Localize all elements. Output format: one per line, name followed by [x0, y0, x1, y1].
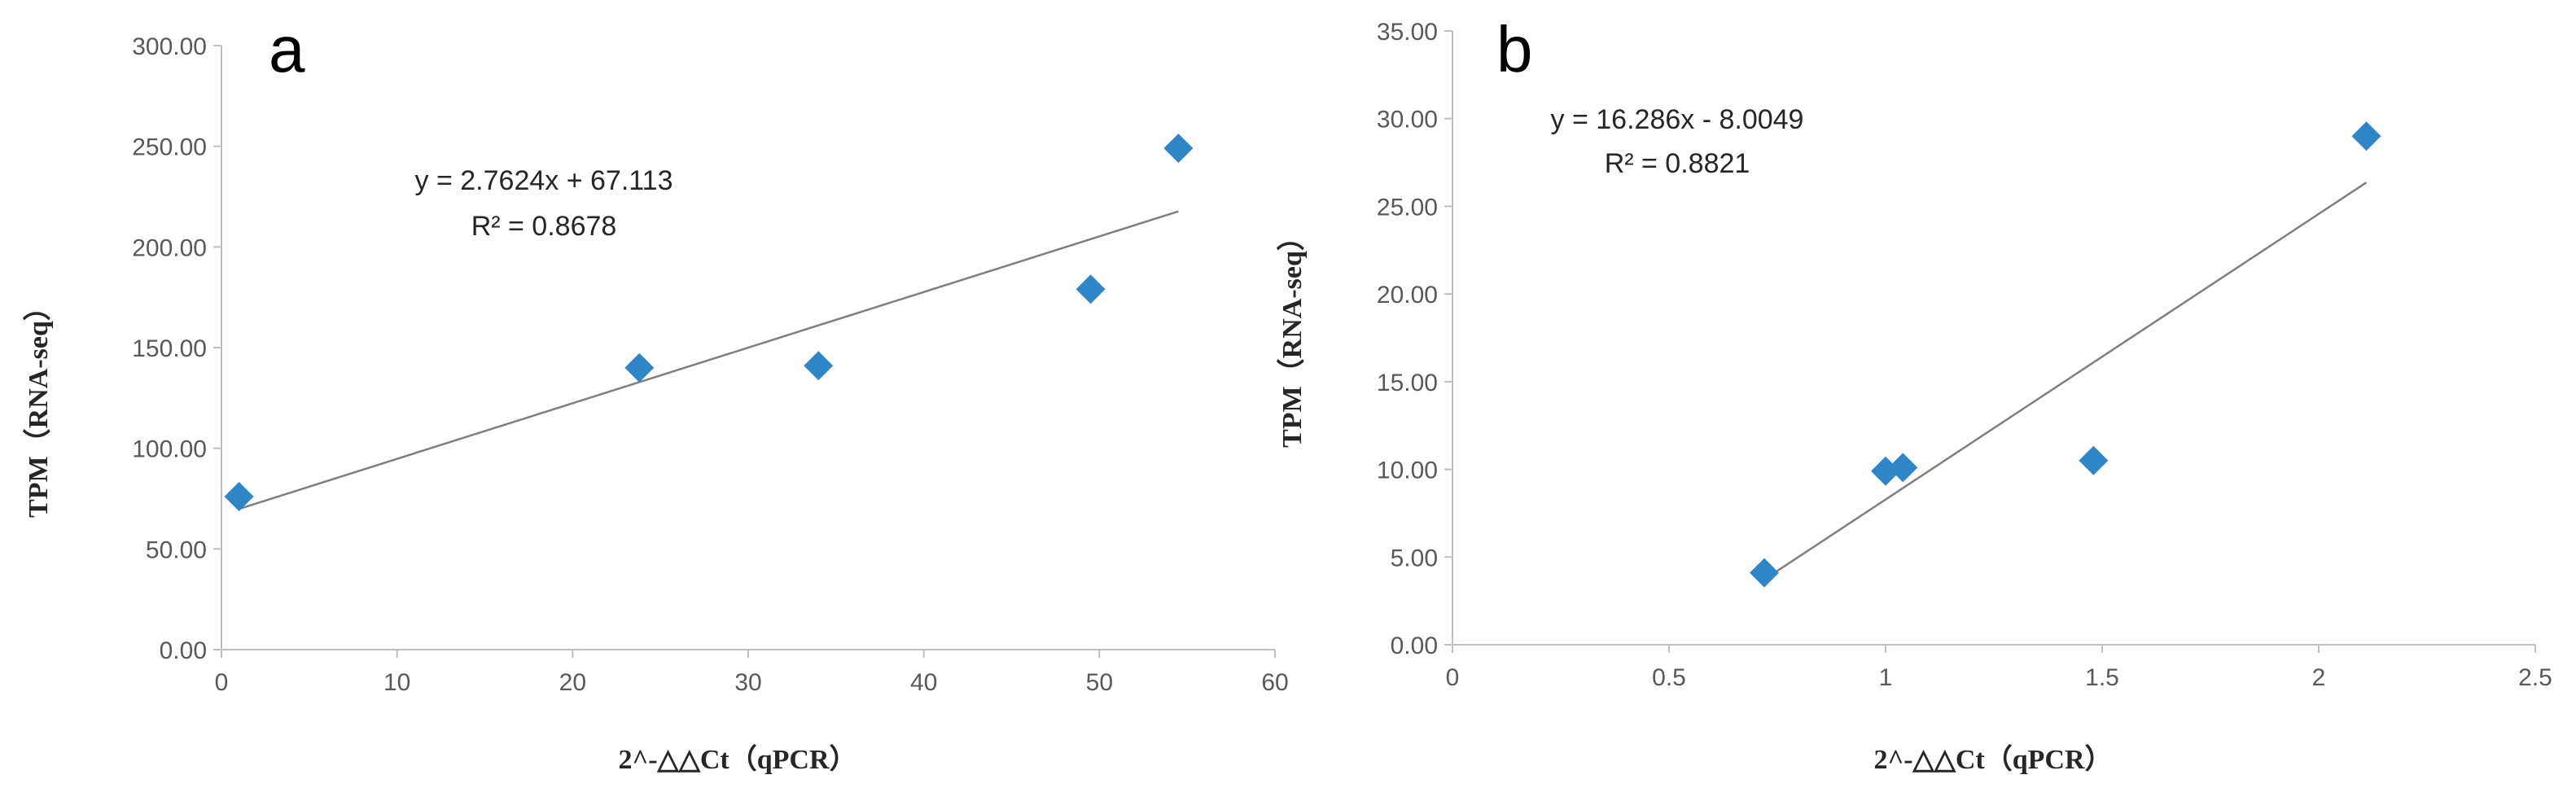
data-point-b	[1750, 558, 1780, 588]
x-tick-label-a: 50	[1086, 669, 1113, 696]
y-tick-label-b: 15.00	[1377, 370, 1438, 396]
y-tick-label-b: 35.00	[1377, 19, 1438, 46]
data-point-b	[2079, 445, 2109, 475]
r-squared-b: R² = 0.8821	[1605, 148, 1750, 179]
x-tick-label-b: 2	[2312, 664, 2326, 691]
y-tick-label-a: 0.00	[160, 637, 207, 664]
x-tick-label-a: 20	[559, 669, 586, 696]
x-tick-label-b: 1	[1879, 664, 1893, 691]
y-tick-label-a: 200.00	[132, 234, 207, 261]
panel-label-a: a	[269, 13, 305, 85]
data-point-a	[1163, 134, 1194, 164]
x-tick-label-a: 40	[910, 669, 937, 696]
x-tick-label-b: 1.5	[2085, 664, 2119, 691]
y-tick-label-b: 5.00	[1391, 545, 1438, 571]
equation-b: y = 16.286x - 8.0049	[1551, 104, 1804, 135]
equation-a: y = 2.7624x + 67.113	[415, 165, 673, 196]
chart-a: a y = 2.7624x + 67.113 R² = 0.8678 2^-△△…	[22, 13, 1289, 775]
y-tick-label-b: 25.00	[1377, 194, 1438, 221]
x-tick-label-a: 60	[1261, 669, 1288, 696]
x-tick-label-b: 0	[1446, 664, 1460, 691]
y-tick-label-b: 20.00	[1377, 282, 1438, 309]
chart-b: b y = 16.286x - 8.0049 R² = 0.8821 2^-△△…	[1276, 13, 2552, 775]
x-axis-title-a: 2^-△△Ct（qPCR）	[618, 743, 856, 775]
data-point-a	[1076, 274, 1106, 304]
x-tick-label-b: 2.5	[2518, 664, 2552, 691]
trendline-a	[239, 210, 1179, 510]
y-tick-label-a: 50.00	[146, 536, 207, 563]
y-tick-label-a: 250.00	[132, 134, 207, 161]
y-axis-title-a: TPM（RNA-seq）	[22, 293, 54, 518]
data-point-b	[1888, 453, 1918, 483]
y-tick-label-b: 10.00	[1377, 457, 1438, 484]
y-tick-label-a: 150.00	[132, 335, 207, 362]
data-point-b	[2351, 121, 2381, 151]
panel-label-b: b	[1496, 13, 1533, 85]
y-tick-label-b: 0.00	[1391, 633, 1438, 659]
data-point-a	[804, 351, 834, 381]
y-tick-label-a: 300.00	[132, 33, 207, 60]
data-point-a	[224, 482, 254, 512]
y-tick-label-a: 100.00	[132, 436, 207, 463]
trendline-b	[1763, 182, 2368, 580]
x-axis-title-b: 2^-△△Ct（qPCR）	[1873, 743, 2112, 775]
x-tick-label-a: 0	[215, 669, 229, 696]
x-tick-label-b: 0.5	[1652, 664, 1686, 691]
r-squared-a: R² = 0.8678	[471, 211, 617, 242]
y-tick-label-b: 30.00	[1377, 107, 1438, 134]
data-point-a	[624, 352, 655, 383]
y-axis-title-b: TPM（RNA-seq）	[1276, 223, 1308, 448]
x-tick-label-a: 30	[734, 669, 761, 696]
x-tick-label-a: 10	[383, 669, 410, 696]
